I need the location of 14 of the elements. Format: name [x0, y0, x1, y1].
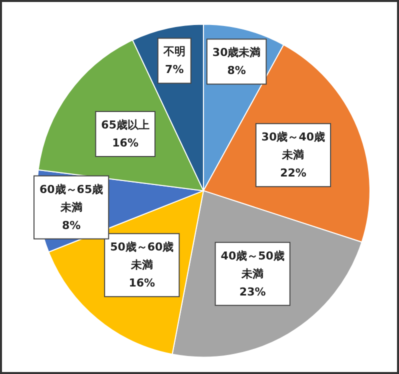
- slice-label: 65歳以上: [101, 118, 150, 132]
- slice-label: 30歳未満: [212, 46, 261, 60]
- data-label: 7%: [165, 63, 184, 76]
- slice-label: 不明: [162, 45, 186, 58]
- data-label: 16%: [128, 276, 156, 290]
- data-label: 16%: [112, 136, 138, 150]
- data-label: 23%: [239, 285, 266, 298]
- slice-label: 50歳～60歳未満: [110, 240, 174, 272]
- slice-label: 60歳～65歳未満: [39, 182, 104, 214]
- data-label: 8%: [227, 64, 246, 78]
- data-label: 8%: [62, 218, 81, 232]
- data-label: 22%: [280, 166, 306, 180]
- slice-label: 40歳～50歳未満: [220, 249, 284, 280]
- slice-label: 30歳～40歳未満: [261, 130, 326, 162]
